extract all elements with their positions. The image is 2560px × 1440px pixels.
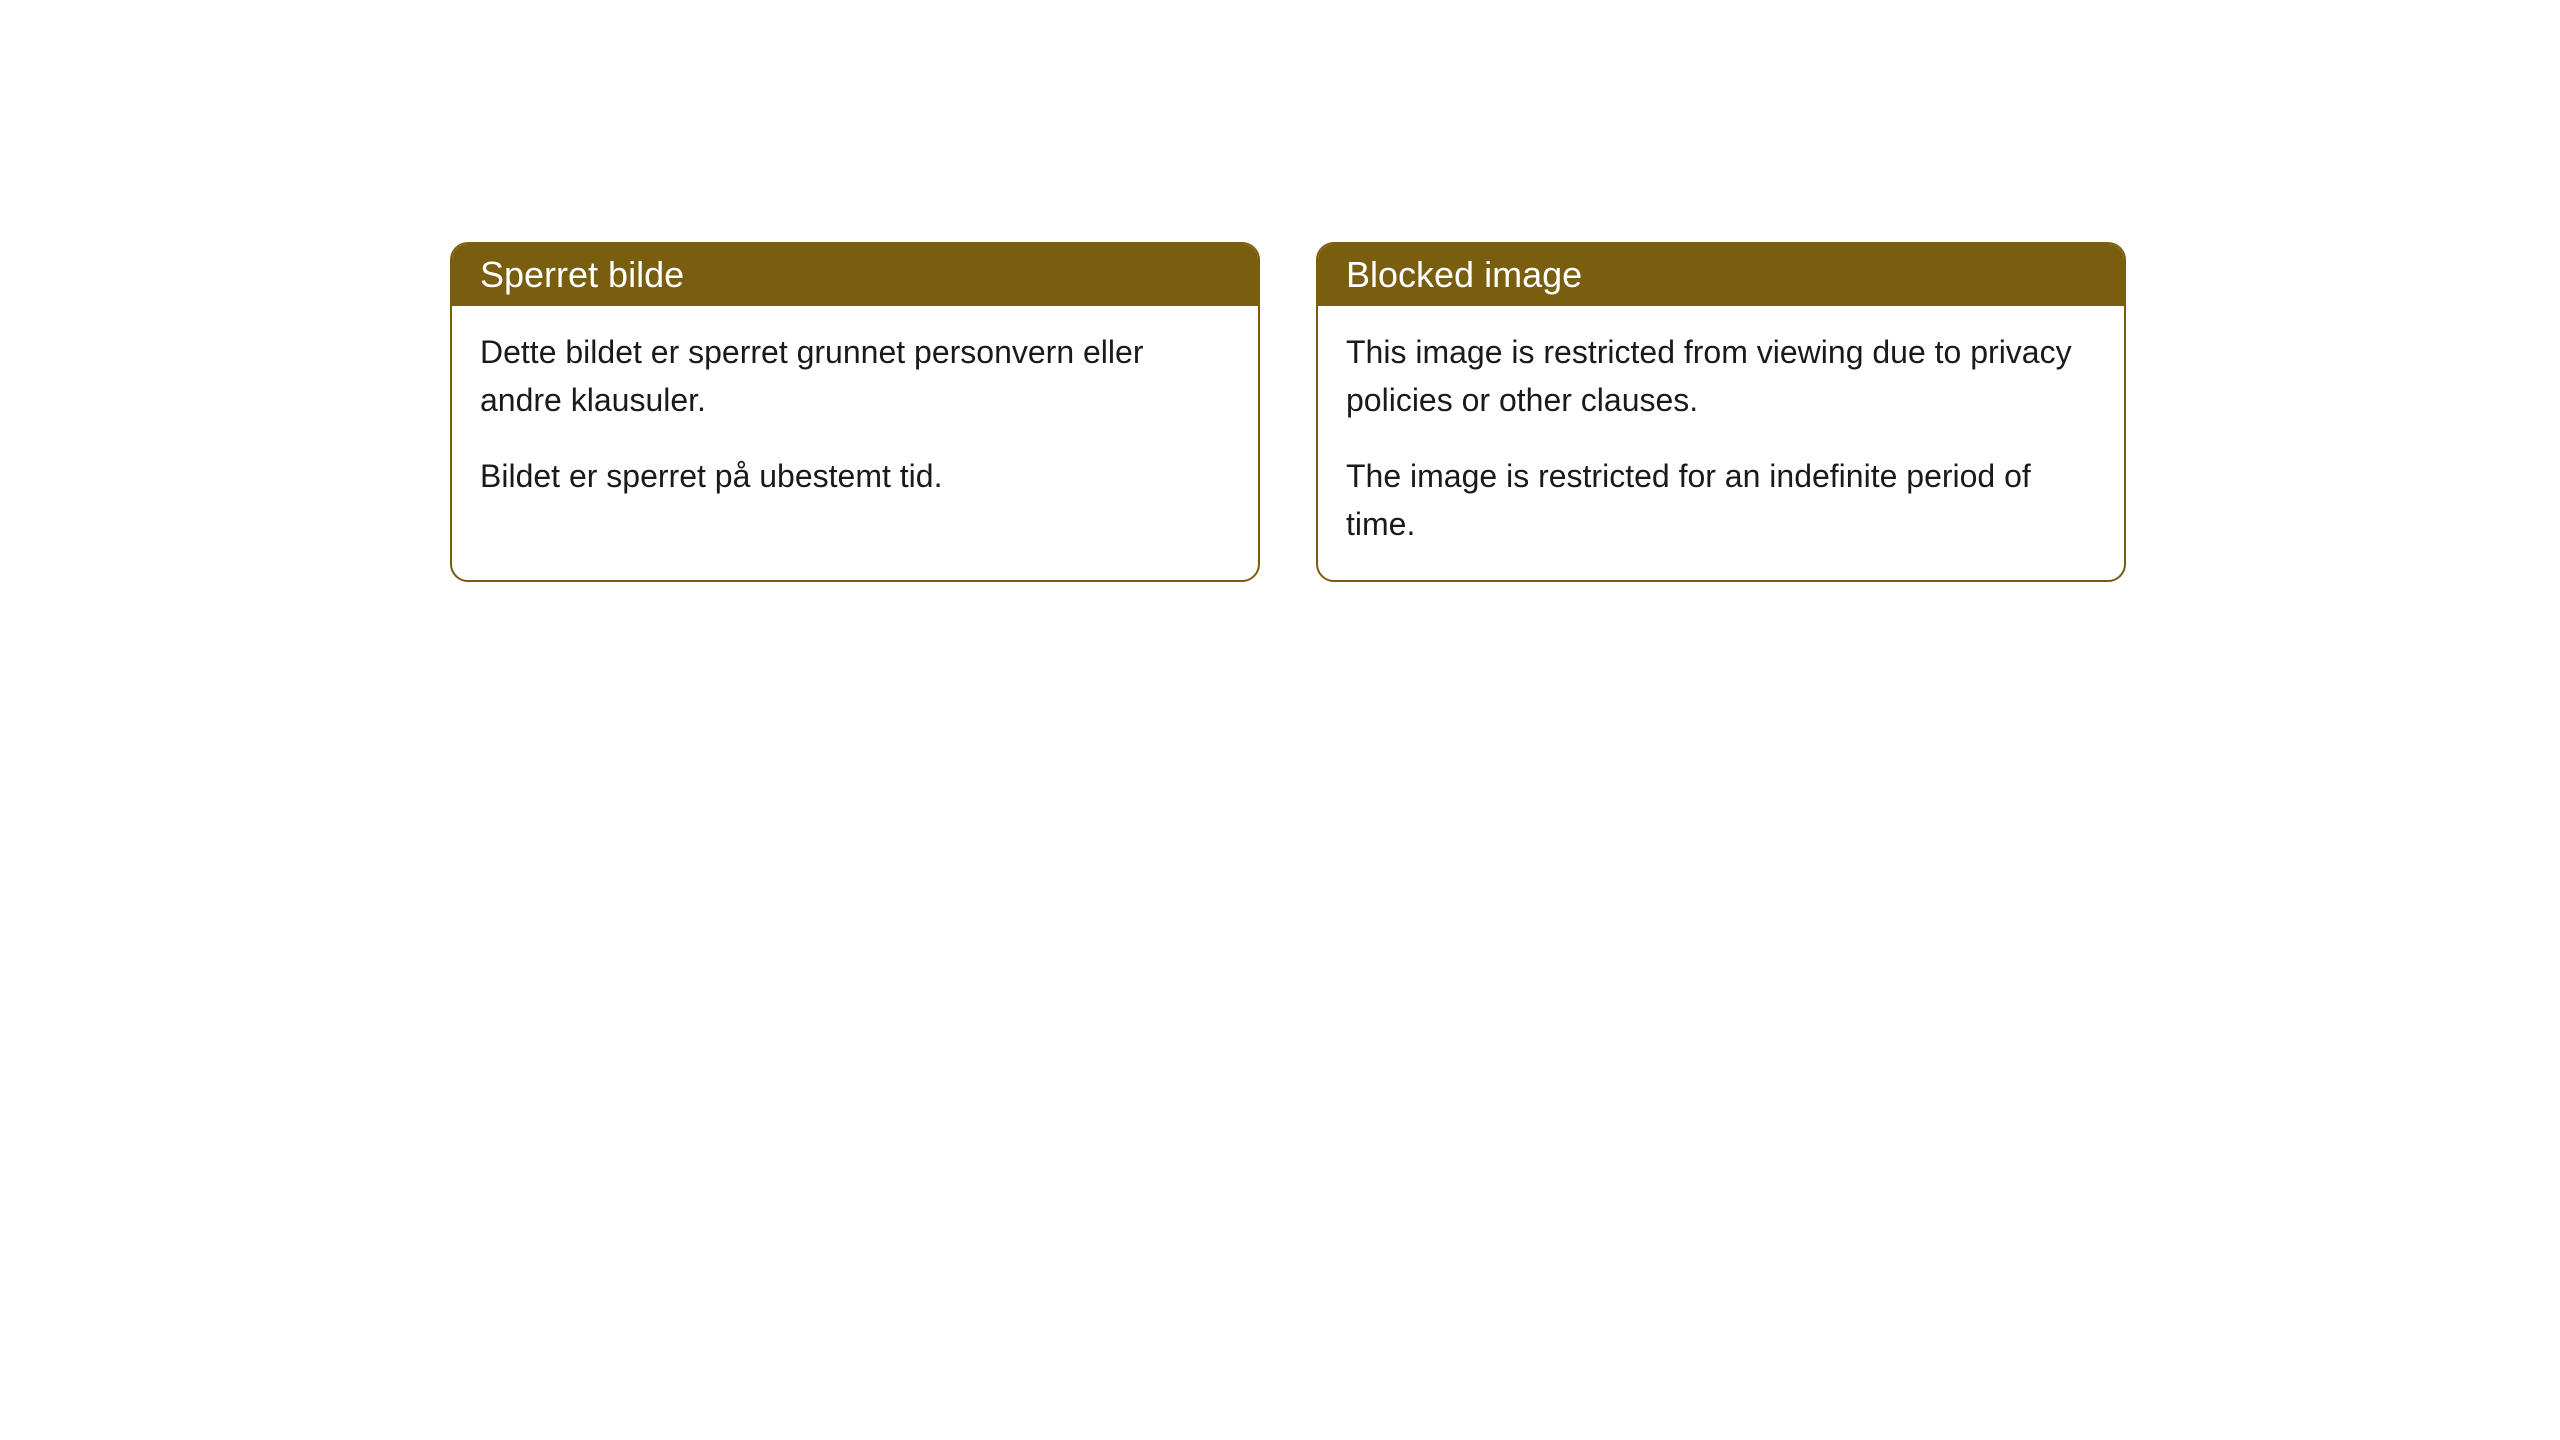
notice-paragraph-1: This image is restricted from viewing du… <box>1346 328 2096 424</box>
notice-body-norwegian: Dette bildet er sperret grunnet personve… <box>452 306 1258 532</box>
notice-paragraph-2: The image is restricted for an indefinit… <box>1346 452 2096 548</box>
notice-body-english: This image is restricted from viewing du… <box>1318 306 2124 580</box>
notice-paragraph-2: Bildet er sperret på ubestemt tid. <box>480 452 1230 500</box>
notice-container: Sperret bilde Dette bildet er sperret gr… <box>450 242 2126 582</box>
notice-card-norwegian: Sperret bilde Dette bildet er sperret gr… <box>450 242 1260 582</box>
notice-card-english: Blocked image This image is restricted f… <box>1316 242 2126 582</box>
notice-header-english: Blocked image <box>1318 244 2124 306</box>
notice-header-norwegian: Sperret bilde <box>452 244 1258 306</box>
notice-paragraph-1: Dette bildet er sperret grunnet personve… <box>480 328 1230 424</box>
